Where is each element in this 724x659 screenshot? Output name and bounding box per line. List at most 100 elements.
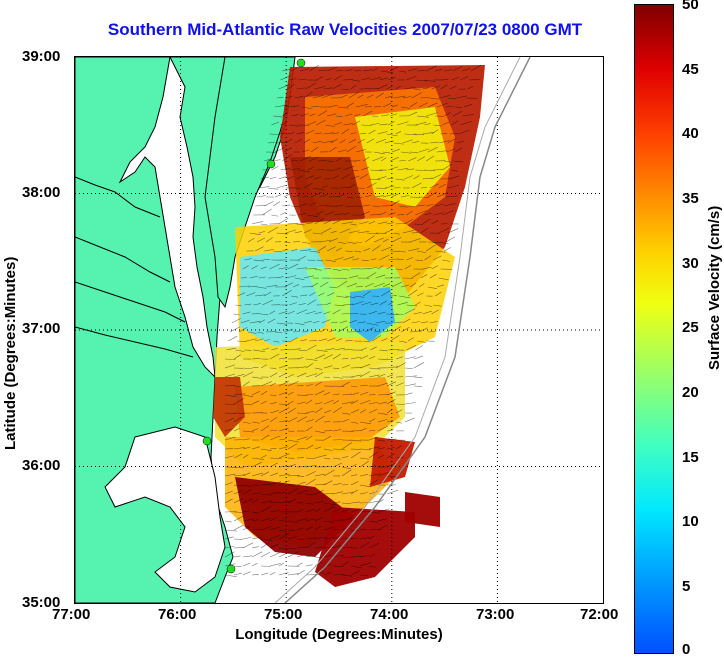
velocity-arrow [278, 372, 287, 378]
velocity-arrow [350, 501, 361, 504]
velocity-arrow [269, 176, 277, 180]
velocity-arrow [278, 407, 290, 414]
velocity-arrow [278, 453, 290, 459]
velocity-arrow [350, 509, 360, 513]
velocity-arrow [357, 321, 366, 324]
velocity-arrow [278, 491, 286, 495]
velocity-arrow [330, 230, 337, 234]
velocity-arrow [375, 92, 385, 99]
velocity-arrow [354, 113, 361, 117]
velocity-arrow [321, 185, 328, 189]
velocity-arrow [337, 106, 349, 109]
velocity-arrow [251, 313, 261, 315]
velocity-arrow [242, 446, 251, 450]
velocity-arrow [328, 104, 338, 108]
velocity-arrow [359, 555, 369, 558]
x-tick-label: 77:00 [52, 606, 91, 623]
velocity-arrow [417, 340, 427, 343]
velocity-arrow [269, 410, 279, 414]
velocity-arrow [287, 400, 294, 405]
velocity-arrow [242, 555, 252, 558]
velocity-arrow [332, 353, 341, 360]
velocity-arrow [228, 335, 238, 342]
velocity-arrow [312, 232, 323, 235]
velocity-arrow [372, 245, 381, 252]
velocity-arrow [269, 263, 280, 270]
velocity-arrow [377, 311, 386, 315]
velocity-arrow [368, 221, 376, 225]
velocity-arrow [361, 347, 368, 351]
velocity-arrow [287, 439, 300, 443]
velocity-arrow [442, 259, 451, 262]
velocity-arrow [350, 175, 360, 180]
velocity-arrow [328, 146, 337, 153]
velocity-arrow [348, 320, 357, 324]
velocity-arrow [314, 268, 323, 271]
velocity-arrow [310, 331, 320, 333]
velocity-arrow [424, 304, 433, 307]
velocity-arrow [372, 67, 378, 72]
velocity-arrow [368, 473, 381, 477]
velocity-arrow [291, 205, 301, 208]
station-marker[interactable] [202, 436, 212, 446]
velocity-arrow [402, 139, 413, 144]
velocity-arrow [310, 106, 320, 108]
velocity-arrow [370, 258, 377, 261]
velocity-arrow [282, 154, 293, 162]
velocity-arrow [287, 464, 296, 468]
velocity-arrow [296, 436, 308, 441]
velocity-arrow [431, 309, 439, 315]
velocity-arrow [325, 211, 335, 216]
velocity-arrow [408, 205, 417, 207]
velocity-arrow [332, 429, 342, 432]
velocity-arrow [233, 313, 240, 316]
velocity-arrow [372, 156, 384, 162]
station-marker[interactable] [266, 159, 276, 169]
velocity-arrow [373, 195, 384, 198]
velocity-arrow [404, 308, 416, 315]
velocity-arrow [251, 400, 260, 405]
velocity-arrow [323, 520, 334, 523]
velocity-arrow [238, 285, 250, 288]
velocity-arrow [400, 195, 410, 198]
velocity-arrow [375, 187, 387, 189]
velocity-arrow [343, 79, 354, 81]
velocity-arrow [251, 366, 259, 369]
velocity-arrow [395, 85, 402, 90]
velocity-arrow [282, 68, 292, 72]
velocity-arrow [285, 275, 297, 279]
velocity-arrow [278, 427, 289, 432]
map-plot-area[interactable] [74, 56, 604, 604]
velocity-arrow [251, 546, 260, 549]
velocity-arrow [256, 195, 267, 198]
velocity-arrow [348, 139, 357, 144]
velocity-arrow [242, 510, 249, 513]
velocity-arrow [314, 367, 323, 370]
velocity-arrow [256, 331, 264, 334]
velocity-arrow [379, 123, 388, 126]
velocity-arrow [323, 526, 335, 531]
colorbar-tick: 10 [682, 513, 699, 530]
velocity-arrow [436, 284, 445, 288]
velocity-arrow [233, 572, 242, 576]
velocity-arrow [251, 536, 262, 540]
velocity-arrow [422, 87, 429, 90]
velocity-arrow [314, 430, 326, 434]
velocity-arrow [332, 367, 340, 369]
station-marker[interactable] [296, 58, 306, 68]
velocity-arrow [242, 562, 251, 567]
colorbar-tick: 40 [682, 125, 699, 142]
velocity-arrow [341, 393, 352, 396]
velocity-arrow [366, 232, 379, 235]
velocity-arrow [305, 82, 317, 90]
velocity-arrow [373, 237, 384, 243]
station-marker[interactable] [226, 564, 236, 574]
velocity-arrow [332, 565, 343, 567]
velocity-arrow [251, 472, 264, 477]
velocity-arrow [276, 322, 287, 325]
velocity-arrow [377, 221, 388, 225]
velocity-arrow [393, 95, 406, 99]
velocity-arrow [316, 76, 324, 81]
velocity-arrow [314, 176, 321, 180]
velocity-arrow [408, 157, 417, 162]
